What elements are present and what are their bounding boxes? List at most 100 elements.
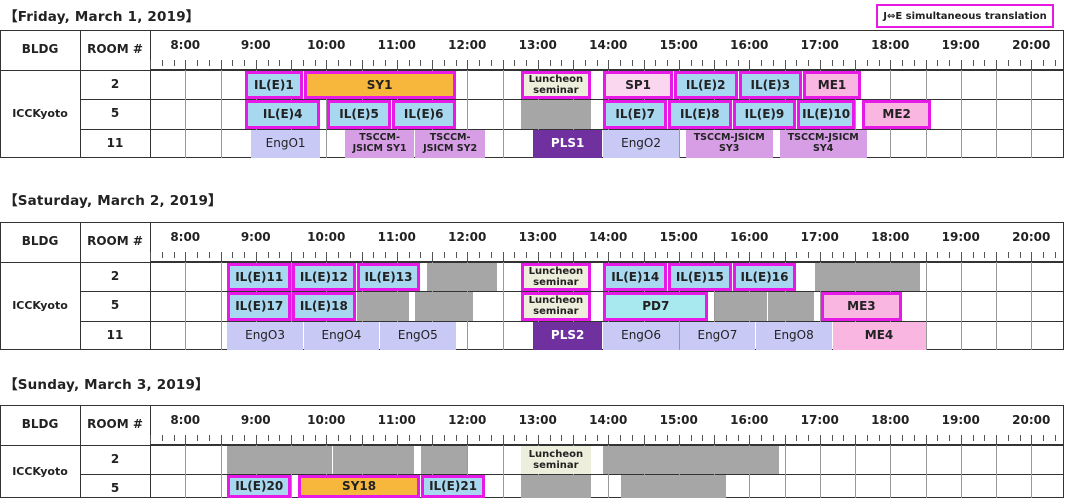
gridline (220, 445, 222, 498)
hour-label: 19:00 (941, 230, 980, 244)
ruler-tick (373, 252, 375, 258)
ruler-tick (937, 60, 939, 66)
ruler-tick (1019, 60, 1021, 66)
gridline (855, 70, 856, 158)
gridline (502, 262, 504, 350)
ruler-tick (549, 435, 551, 441)
ruler-tick (772, 252, 774, 258)
session-il-e-14: IL(E)14 (603, 263, 667, 292)
ruler-tick (314, 435, 316, 441)
ruler-tick (925, 252, 927, 261)
ruler-tick (526, 435, 527, 441)
divider (0, 445, 1064, 446)
hour-label: 20:00 (1012, 230, 1051, 244)
header-room: ROOM # (87, 417, 143, 431)
ruler-tick (220, 435, 222, 444)
ruler-tick (549, 60, 551, 66)
ruler-tick (878, 60, 880, 66)
session-il-e-8: IL(E)8 (668, 100, 732, 129)
ruler-tick (279, 252, 281, 258)
hour-label: 19:00 (941, 38, 980, 52)
ruler-tick (667, 60, 668, 66)
ruler-tick (408, 435, 410, 441)
ruler-tick (1054, 252, 1056, 258)
ruler-tick (185, 252, 187, 261)
hour-label: 15:00 (659, 38, 698, 52)
ruler-tick (902, 435, 903, 441)
ruler-tick (479, 435, 480, 441)
ruler-tick (573, 60, 574, 69)
divider (80, 474, 1064, 476)
ruler-tick (173, 60, 175, 66)
session-me3: ME3 (820, 292, 902, 321)
day-title: 【Friday, March 1, 2019】 (4, 9, 200, 25)
ruler-tick (185, 60, 187, 69)
ruler-tick (455, 60, 457, 66)
ruler-tick (843, 435, 845, 441)
ruler-tick (784, 435, 786, 444)
ruler-tick (502, 60, 504, 69)
hour-label: 13:00 (518, 38, 557, 52)
ruler-tick (173, 252, 175, 258)
ruler-tick (197, 60, 198, 66)
gridline (291, 262, 292, 350)
session-pls2: PLS2 (532, 321, 603, 350)
session-tsccm-jsicm-sy1: TSCCM- JSICM SY1 (344, 129, 415, 158)
ruler-tick (408, 252, 410, 258)
session-me4: ME4 (832, 321, 926, 350)
header-bldg: BLDG (21, 417, 59, 431)
ruler-tick (690, 60, 692, 66)
gridline (996, 445, 997, 498)
ruler-tick (984, 435, 986, 441)
ruler-tick (408, 60, 410, 66)
session-engo5: EngO5 (380, 321, 456, 350)
ruler-tick (678, 60, 680, 69)
ruler-tick (772, 60, 774, 66)
ruler-tick (314, 252, 316, 258)
session-unlabeled (521, 100, 591, 129)
hour-label: 20:00 (1012, 38, 1051, 52)
gridline (855, 445, 856, 498)
ruler-tick (808, 60, 809, 66)
hour-label: 11:00 (377, 413, 416, 427)
gridline (1031, 262, 1033, 350)
ruler-tick (843, 60, 845, 66)
session-il-e-10: IL(E)10 (797, 100, 855, 129)
session-unlabeled (521, 475, 591, 498)
ruler-tick (1031, 60, 1033, 69)
ruler-tick (537, 60, 539, 69)
gridline (1031, 445, 1033, 498)
ruler-tick (514, 60, 516, 66)
ruler-tick (467, 252, 469, 261)
gridline (890, 445, 892, 498)
ruler-tick (255, 435, 257, 444)
session-unlabeled (356, 292, 409, 321)
ruler-tick (1007, 435, 1009, 441)
header-room: ROOM # (87, 42, 143, 56)
hour-label: 11:00 (377, 230, 416, 244)
divider (80, 320, 1064, 322)
ruler-tick (831, 435, 833, 441)
session-me1: ME1 (803, 71, 861, 100)
ruler-tick (667, 252, 668, 258)
gridline (819, 445, 821, 498)
hour-label: 20:00 (1012, 413, 1051, 427)
hour-label: 12:00 (448, 413, 487, 427)
session-luncheon-seminar: Luncheon seminar (521, 263, 591, 292)
header-bldg: BLDG (21, 42, 59, 56)
ruler-tick (702, 60, 704, 66)
ruler-tick (467, 60, 469, 69)
ruler-tick (937, 435, 939, 441)
hour-label: 9:00 (240, 230, 271, 244)
ruler-tick (960, 252, 962, 261)
ruler-tick (244, 60, 245, 66)
gridline (996, 70, 997, 158)
session-il-e-17: IL(E)17 (227, 292, 291, 321)
ruler-tick (620, 252, 621, 258)
ruler-tick (761, 252, 762, 258)
hour-label: 17:00 (800, 413, 839, 427)
ruler-tick (925, 435, 927, 444)
ruler-tick (643, 435, 645, 444)
ruler-tick (385, 435, 386, 441)
session-il-e-9: IL(E)9 (732, 100, 797, 129)
